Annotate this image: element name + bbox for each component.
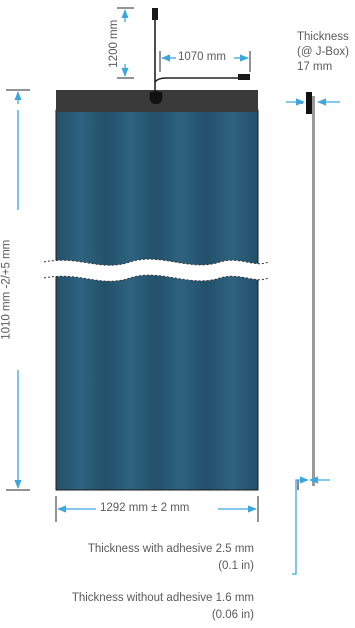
width-dimension <box>55 496 259 522</box>
side-profile <box>286 92 340 575</box>
thickness-jbox-line2: (@ J-Box) <box>297 46 349 58</box>
cable-offset-dimension <box>159 51 251 72</box>
solar-panel <box>55 109 259 491</box>
thickness-with-adhesive-label: Thickness with adhesive 2.5 mm (0.1 in) <box>88 541 254 575</box>
thickness-without-adhesive-value: Thickness without adhesive 1.6 mm <box>71 592 254 604</box>
cable-length-label: 1200 mm <box>108 19 121 68</box>
height-label: 1010 mm -2/+5 mm <box>0 239 13 340</box>
thickness-with-adhesive-inches: (0.1 in) <box>218 560 254 572</box>
width-label: 1292 mm ± 2 mm <box>100 502 190 514</box>
cable-offset-label: 1070 mm <box>178 51 226 63</box>
thickness-without-adhesive-inches: (0.06 in) <box>211 609 254 621</box>
thickness-with-adhesive-value: Thickness with adhesive 2.5 mm <box>87 543 254 555</box>
thickness-jbox-label: Thickness (@ J-Box) 17 mm <box>297 30 349 75</box>
height-dimension <box>6 89 30 491</box>
cable-assembly <box>149 8 250 104</box>
thickness-jbox-line1: Thickness <box>297 31 349 43</box>
thickness-without-adhesive-label: Thickness without adhesive 1.6 mm (0.06 … <box>72 590 254 624</box>
break-symbol <box>43 258 269 282</box>
thickness-jbox-line3: 17 mm <box>297 61 333 73</box>
cable-length-dimension <box>117 7 134 79</box>
